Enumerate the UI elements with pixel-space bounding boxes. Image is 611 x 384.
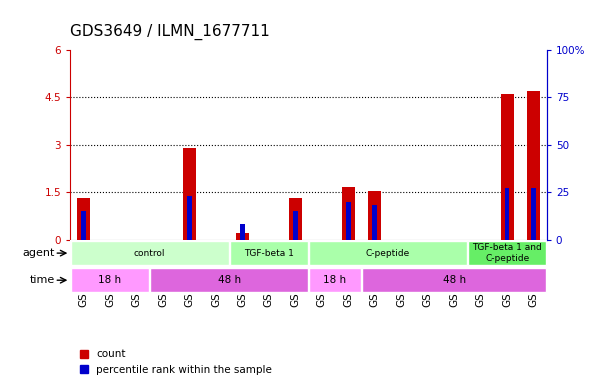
FancyBboxPatch shape: [150, 268, 308, 292]
Bar: [77, 199, 90, 240]
Bar: [500, 94, 514, 240]
Text: 18 h: 18 h: [98, 275, 122, 285]
Text: TGF-beta 1: TGF-beta 1: [244, 248, 294, 258]
Text: TGF-beta 1 and
C-peptide: TGF-beta 1 and C-peptide: [472, 243, 542, 263]
Bar: [183, 148, 196, 240]
Text: 18 h: 18 h: [323, 275, 346, 285]
Text: agent: agent: [23, 248, 55, 258]
Bar: [81, 211, 86, 240]
Bar: [373, 205, 377, 240]
Text: C-peptide: C-peptide: [366, 248, 410, 258]
FancyBboxPatch shape: [309, 268, 361, 292]
Bar: [527, 91, 540, 240]
FancyBboxPatch shape: [468, 241, 546, 265]
Bar: [346, 202, 351, 240]
Bar: [187, 196, 192, 240]
Bar: [532, 189, 536, 240]
Bar: [293, 211, 298, 240]
FancyBboxPatch shape: [309, 241, 467, 265]
Text: 48 h: 48 h: [218, 275, 241, 285]
FancyBboxPatch shape: [230, 241, 308, 265]
Bar: [236, 233, 249, 240]
Bar: [289, 199, 302, 240]
Bar: [240, 224, 244, 240]
Text: 48 h: 48 h: [442, 275, 466, 285]
Text: GDS3649 / ILMN_1677711: GDS3649 / ILMN_1677711: [70, 24, 270, 40]
Text: control: control: [134, 248, 166, 258]
FancyBboxPatch shape: [71, 268, 149, 292]
Bar: [342, 187, 355, 240]
Legend: count, percentile rank within the sample: count, percentile rank within the sample: [76, 345, 276, 379]
Text: time: time: [30, 275, 55, 285]
Bar: [505, 189, 510, 240]
FancyBboxPatch shape: [362, 268, 546, 292]
FancyBboxPatch shape: [71, 241, 229, 265]
Bar: [368, 190, 381, 240]
